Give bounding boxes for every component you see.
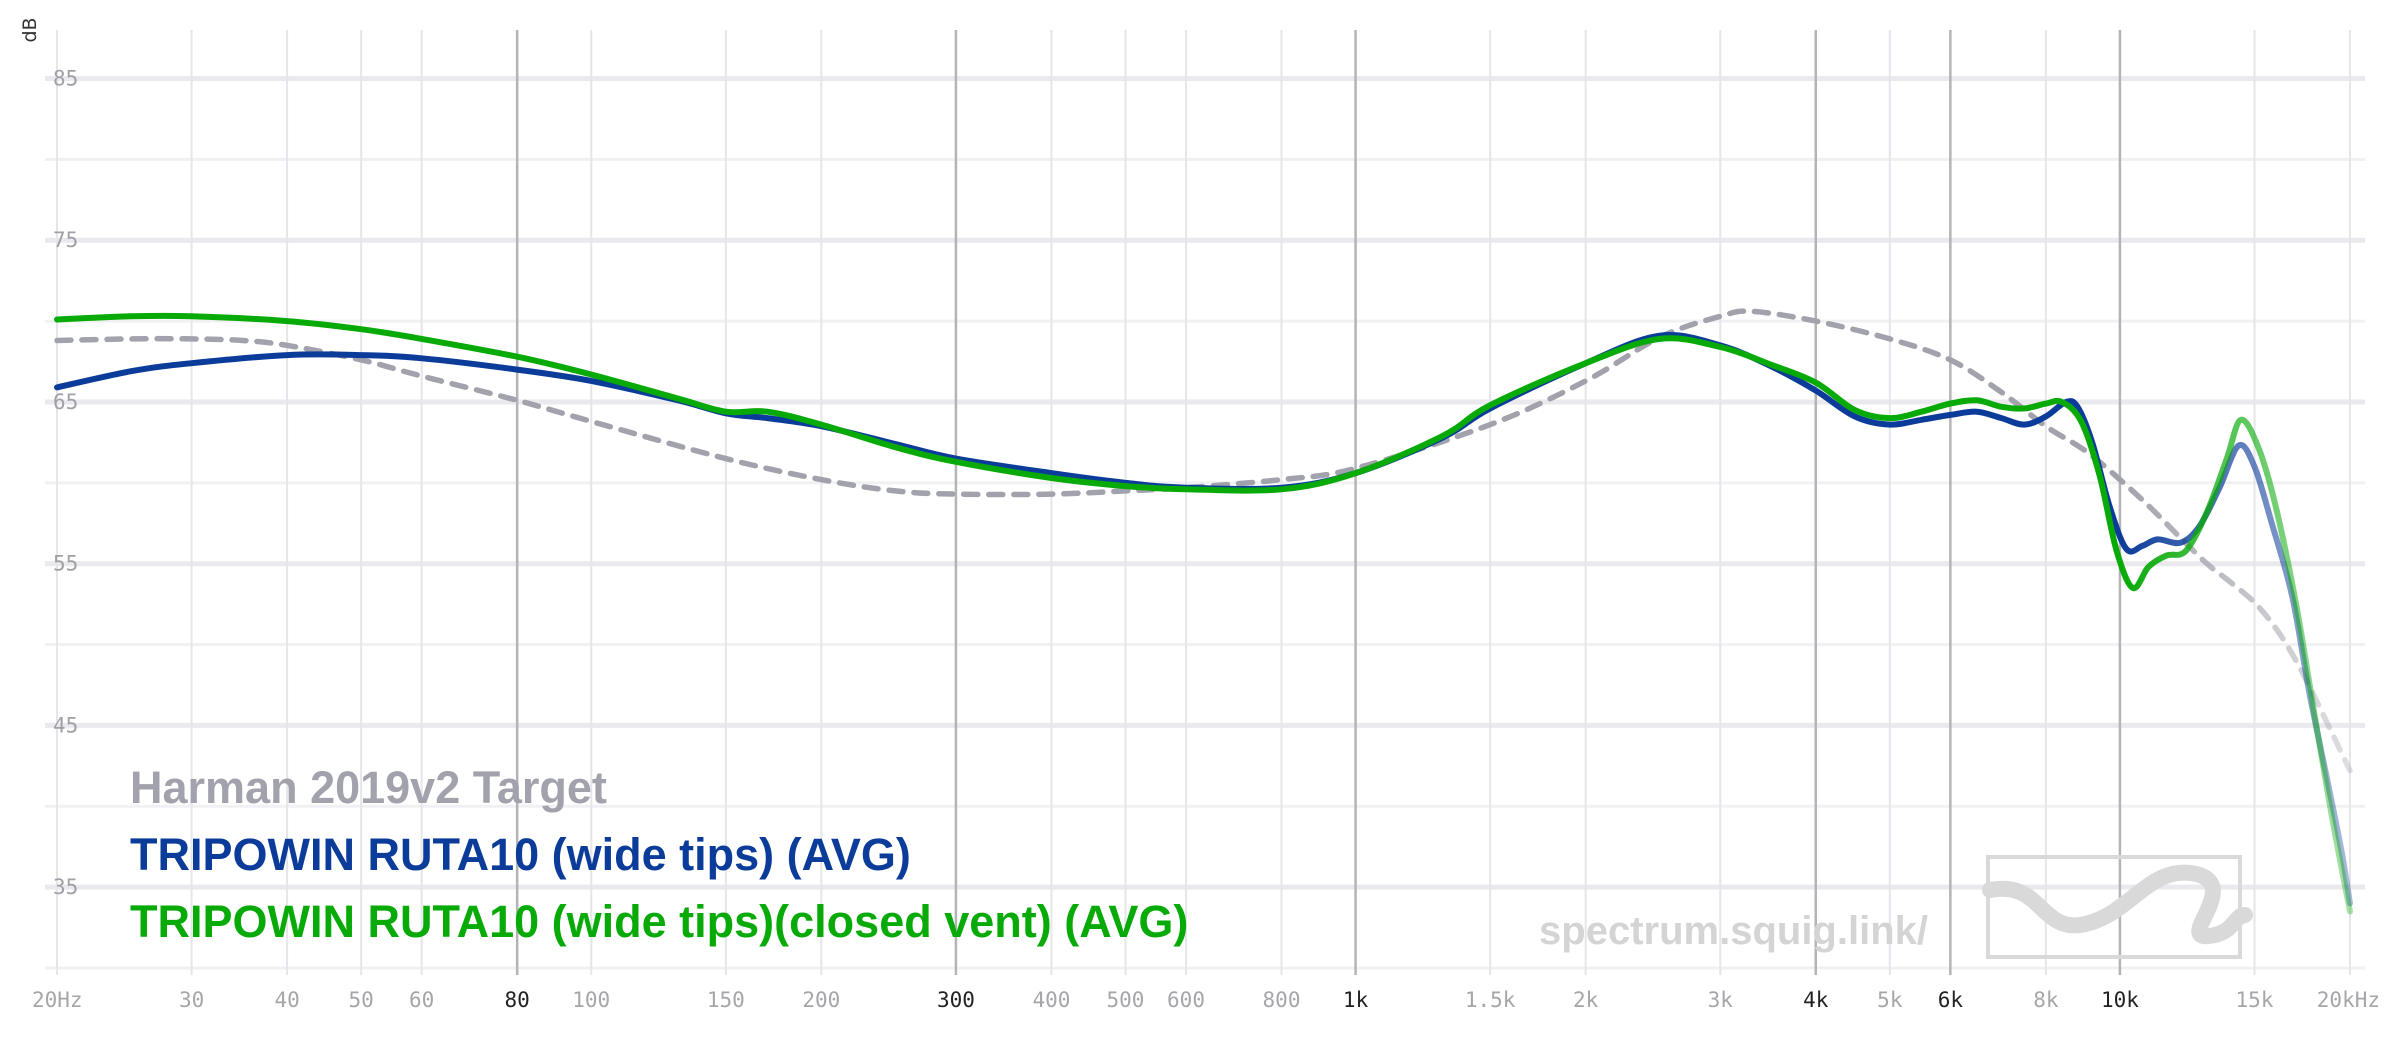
legend-entry-harman-target: Harman 2019v2 Target: [130, 762, 607, 813]
x-tick-label-8k: 8k: [2033, 988, 2059, 1012]
x-tick-label-4k: 4k: [1803, 988, 1829, 1012]
x-tick-label-5k: 5k: [1877, 988, 1903, 1012]
x-tick-label-50: 50: [349, 988, 374, 1012]
x-tick-label-20kHz: 20kHz: [2317, 988, 2380, 1012]
x-tick-label-6k: 6k: [1938, 988, 1964, 1012]
x-tick-label-200: 200: [802, 988, 840, 1012]
x-tick-label-800: 800: [1263, 988, 1301, 1012]
series-line-harman-target: [54, 308, 2353, 774]
x-tick-label-500: 500: [1107, 988, 1145, 1012]
legend: Harman 2019v2 Target TRIPOWIN RUTA10 (wi…: [130, 762, 1188, 947]
y-tick-label-85: 85: [53, 67, 78, 91]
x-tick-label-40: 40: [274, 988, 299, 1012]
watermark-text: spectrum.squig.link/: [1539, 909, 1928, 953]
y-tick-label-65: 65: [53, 390, 78, 414]
x-tick-label-3k: 3k: [1708, 988, 1734, 1012]
x-tick-label-2k: 2k: [1573, 988, 1599, 1012]
y-tick-label-45: 45: [53, 713, 78, 737]
x-tick-label-1.5k: 1.5k: [1465, 988, 1516, 1012]
y-tick-labels: 85 75 65 55 45 35: [53, 67, 78, 900]
x-tick-label-15k: 15k: [2236, 988, 2274, 1012]
x-tick-label-600: 600: [1167, 988, 1205, 1012]
x-tick-label-150: 150: [707, 988, 745, 1012]
x-tick-label-100: 100: [572, 988, 610, 1012]
x-tick-label-80: 80: [505, 988, 530, 1012]
y-tick-label-55: 55: [53, 552, 78, 576]
x-tick-labels: 20Hz 30 40 50 60 80 100 150 200 300 400 500 600 800 1k…: [32, 988, 2380, 1012]
x-tick-label-400: 400: [1032, 988, 1070, 1012]
y-unit-label: dB: [19, 17, 41, 42]
x-tick-label-10k: 10k: [2101, 988, 2139, 1012]
watermark: spectrum.squig.link/: [1539, 855, 2253, 959]
series-line-ruta10-closed-vent: [54, 312, 2353, 915]
y-gridlines: [45, 76, 2365, 970]
x-gridlines: [56, 30, 2351, 975]
x-tick-label-20Hz: 20Hz: [32, 988, 83, 1012]
x-tick-label-1k: 1k: [1343, 988, 1369, 1012]
legend-entry-ruta10-closed-vent: TRIPOWIN RUTA10 (wide tips)(closed vent)…: [130, 896, 1188, 947]
x-tick-label-60: 60: [409, 988, 434, 1012]
legend-entry-ruta10-wide-tips: TRIPOWIN RUTA10 (wide tips) (AVG): [130, 829, 911, 880]
squiglink-logo-icon: [1982, 855, 2253, 959]
x-tick-label-300: 300: [937, 988, 975, 1012]
series-line-ruta10-wide-tips: [54, 332, 2353, 907]
y-tick-label-75: 75: [53, 228, 78, 252]
series-layer: [54, 308, 2353, 915]
y-tick-label-35: 35: [53, 875, 78, 899]
x-tick-label-30: 30: [179, 988, 204, 1012]
